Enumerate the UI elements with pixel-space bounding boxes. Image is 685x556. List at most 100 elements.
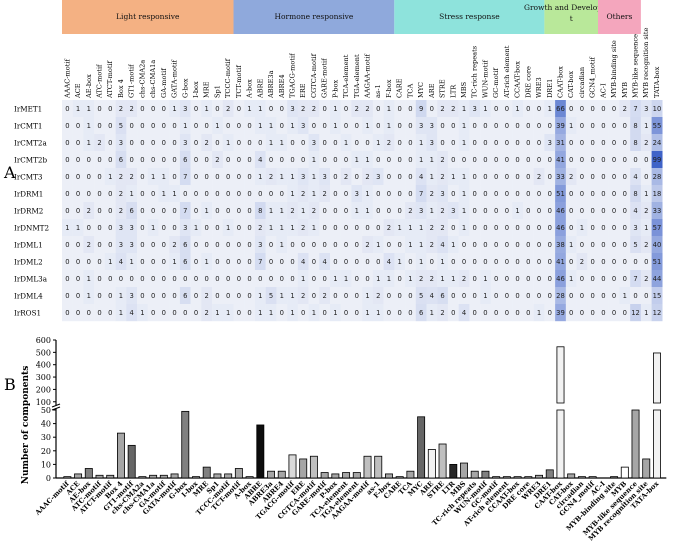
- cell-value: 0: [226, 275, 230, 283]
- cell-value: 0: [473, 258, 477, 266]
- heatmap-cell: [265, 134, 277, 152]
- cell-value: 2: [312, 207, 316, 215]
- heatmap-cell: [362, 168, 374, 186]
- heatmap-cell: [458, 117, 470, 135]
- cell-value: 0: [322, 275, 326, 283]
- cell-value: 1: [419, 241, 423, 249]
- cell-value: 0: [398, 292, 402, 300]
- bar: [74, 473, 83, 479]
- heatmap-cell: [201, 270, 213, 288]
- heatmap-cell: [351, 236, 363, 254]
- heatmap-cell: [147, 168, 159, 186]
- heatmap-cell: [437, 219, 449, 237]
- heatmap-cell: [351, 202, 363, 220]
- cell-value: 0: [194, 275, 198, 283]
- motif-group-bands: Light responsive Hormone responsive Stress…: [62, 0, 641, 34]
- heatmap-cell: [630, 134, 642, 152]
- cell-value: 0: [537, 139, 541, 147]
- cell-value: 2: [430, 275, 434, 283]
- motif-label: DRE core: [524, 66, 532, 98]
- motif-label: chs-CMA2a: [138, 60, 146, 98]
- heatmap-cell: [126, 304, 138, 322]
- heatmap-cell: [94, 151, 106, 169]
- heatmap-cell: [458, 202, 470, 220]
- cell-value: 1: [376, 139, 380, 147]
- heatmap-cell: [254, 304, 266, 322]
- cell-value: 0: [398, 275, 402, 283]
- cell-value: 0: [290, 241, 294, 249]
- heatmap-cell: [415, 134, 427, 152]
- group-label: Growth and Developmen t: [524, 3, 619, 23]
- cell-value: 1: [76, 105, 80, 113]
- cell-value: 3: [290, 105, 294, 113]
- heatmap-cell: [244, 304, 256, 322]
- cell-value: 2: [205, 309, 209, 317]
- cell-value: 0: [172, 173, 176, 181]
- cell-value: 0: [569, 156, 573, 164]
- heatmap-cell: [394, 168, 406, 186]
- cell-value: 0: [473, 173, 477, 181]
- cell-value: 1: [290, 224, 294, 232]
- heatmap-cell: [426, 270, 438, 288]
- cell-value: 1: [430, 156, 434, 164]
- cell-value: 0: [247, 139, 251, 147]
- bar: [267, 470, 276, 479]
- cell-value: 0: [398, 207, 402, 215]
- cell-value: 4: [119, 258, 123, 266]
- cell-value: 1: [269, 309, 273, 317]
- heatmap-cell: [469, 117, 481, 135]
- cell-value: 0: [76, 207, 80, 215]
- cell-value: 0: [237, 309, 241, 317]
- heatmap-cell: [297, 219, 309, 237]
- group-label: Stress response: [439, 12, 500, 21]
- heatmap-cell: [458, 253, 470, 271]
- heatmap-cell: [212, 151, 223, 169]
- heatmap-cell: [244, 202, 256, 220]
- bar: [117, 432, 125, 479]
- bar: [224, 473, 233, 479]
- heatmap-cell: [104, 270, 116, 288]
- heatmap-cell: [201, 219, 213, 237]
- cell-value: 0: [130, 139, 134, 147]
- heatmap-cell: [179, 236, 191, 254]
- heatmap-cell: [62, 287, 73, 305]
- cell-value: 0: [76, 292, 80, 300]
- heatmap-cell: [437, 100, 449, 118]
- heatmap-cell: [62, 219, 73, 237]
- heatmap-cell: [308, 168, 320, 186]
- heatmap-cell: [62, 168, 73, 186]
- cell-value: 3: [355, 190, 359, 198]
- cell-value: 0: [526, 156, 530, 164]
- cell-value: 1: [419, 156, 423, 164]
- cell-value: 1: [344, 139, 348, 147]
- cell-value: 0: [408, 139, 412, 147]
- cell-value: 0: [247, 173, 251, 181]
- heatmap-cell: [598, 236, 609, 254]
- heatmap-cell: [480, 253, 491, 271]
- cell-value: 0: [537, 207, 541, 215]
- heatmap-cell: [169, 202, 181, 220]
- cell-value: 1: [162, 190, 166, 198]
- heatmap-cell: [544, 117, 556, 135]
- heatmap-cell: [126, 219, 138, 237]
- cell-value: 2: [87, 207, 91, 215]
- cell-value: 2: [440, 309, 444, 317]
- cell-value: 0: [473, 241, 477, 249]
- heatmap-cell: [244, 168, 256, 186]
- heatmap-cell: [598, 304, 609, 322]
- heatmap-cell: [598, 219, 609, 237]
- cell-value: 0: [162, 139, 166, 147]
- cell-value: 2: [569, 173, 573, 181]
- heatmap-cell: [308, 100, 320, 118]
- cell-value: 2: [462, 275, 466, 283]
- cell-value: 0: [65, 275, 69, 283]
- heatmap-cell: [276, 117, 288, 135]
- heatmap-cell: [576, 236, 588, 254]
- motif-label: as-1: [374, 84, 382, 98]
- heatmap-cell: [555, 117, 567, 135]
- cell-value: 0: [194, 105, 198, 113]
- motif-label: TATA-box: [653, 66, 661, 98]
- bar: [309, 455, 318, 479]
- cell-value: 0: [537, 105, 541, 113]
- cell-value: 0: [108, 241, 112, 249]
